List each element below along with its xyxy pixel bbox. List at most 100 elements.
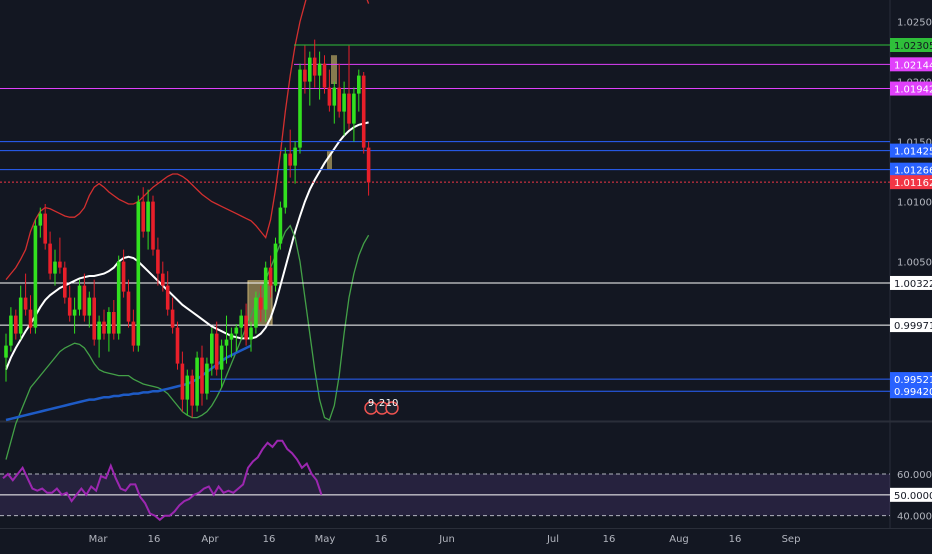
event-marker-label: 10 — [386, 398, 399, 409]
candle-body — [214, 333, 219, 370]
time-axis-tick-label: Jul — [546, 534, 559, 545]
candle-body — [195, 357, 199, 406]
time-axis-tick-label: Jun — [438, 534, 455, 545]
candle-body — [58, 261, 62, 268]
candle-body — [234, 327, 239, 334]
candle-body — [87, 297, 92, 316]
candle-body — [63, 267, 67, 298]
candle-body — [210, 333, 214, 364]
candle-body — [342, 93, 346, 112]
candle-body — [200, 357, 204, 394]
rsi-axis-tick-label: 40.0000 — [897, 512, 932, 523]
price-level-label-bg — [890, 38, 932, 52]
candle-body — [219, 345, 224, 370]
time-axis-tick-label: 16 — [148, 534, 161, 545]
price-level-label: 0.99971 — [894, 321, 932, 332]
candle-body — [82, 285, 87, 316]
candle-body — [102, 321, 106, 334]
candle-body — [126, 291, 131, 322]
candle-body — [244, 315, 248, 340]
event-marker-label: 9 — [368, 398, 374, 409]
price-level-label-bg — [890, 57, 932, 72]
candle-body — [273, 243, 278, 286]
candle-body — [170, 309, 175, 328]
price-level-label: 1.01942 — [894, 85, 932, 96]
candle-body — [43, 213, 47, 244]
candle-body — [327, 87, 332, 106]
candle-body — [190, 375, 194, 406]
price-level-label-bg — [890, 372, 932, 387]
candle-body — [72, 309, 77, 316]
time-axis-tick-label: 16 — [603, 534, 616, 545]
candle-body — [278, 207, 283, 244]
candle-body — [205, 363, 209, 394]
event-marker-icon — [385, 401, 399, 415]
candle-body — [121, 261, 126, 292]
candle-body — [38, 213, 43, 226]
candle-body — [151, 201, 155, 250]
price-axis-tick-label: 1.02500 — [897, 18, 932, 29]
price-level-label: 0.99521 — [894, 375, 932, 386]
candle-body — [28, 309, 33, 328]
candle-body — [9, 315, 13, 346]
candle-body — [317, 63, 322, 76]
candle-body — [352, 93, 356, 124]
candle-body — [180, 363, 185, 400]
candle-body — [161, 273, 165, 286]
candle-body — [146, 201, 150, 232]
candle-body — [136, 201, 141, 346]
candle-body — [18, 297, 23, 334]
candle-body — [224, 339, 229, 346]
price-level-label-bg — [890, 384, 932, 399]
price-axis-tick-label: 1.01000 — [897, 198, 932, 209]
candle-body — [116, 261, 121, 334]
time-axis-tick-label: Apr — [201, 534, 219, 545]
rsi-value-label-bg — [890, 487, 932, 502]
candle-body — [361, 75, 366, 148]
candle-body — [4, 345, 8, 358]
price-level-label-bg — [890, 81, 932, 96]
price-level-label-bg — [890, 318, 932, 333]
price-axis-tick-label: 1.01500 — [897, 138, 932, 149]
candle-body — [357, 75, 361, 94]
candle-body — [337, 87, 341, 112]
price-axis-tick-label: 1.00500 — [897, 258, 932, 269]
highlight-box — [331, 55, 337, 84]
time-axis-tick-label: Aug — [669, 534, 689, 545]
candle-body — [77, 285, 82, 310]
rsi-axis-tick-label: 60.0000 — [897, 470, 932, 481]
price-level-label: 1.01162 — [894, 178, 932, 189]
candle-body — [263, 267, 268, 310]
candle-body — [288, 153, 292, 166]
candle-body — [48, 243, 52, 274]
candle-body — [67, 297, 72, 316]
price-level-label: 0.99420 — [894, 387, 932, 398]
candle-body — [312, 57, 317, 76]
candle-body — [112, 312, 116, 334]
candle-body — [254, 297, 258, 328]
price-level-label: 1.01266 — [894, 166, 932, 177]
price-level-label: 1.00322 — [894, 279, 932, 290]
candle-body — [298, 69, 302, 148]
price-level-label-bg — [890, 175, 932, 190]
candle-body — [347, 93, 351, 124]
price-level-label-bg — [890, 162, 932, 177]
rsi-value-label: 50.0000 — [894, 491, 932, 502]
price-level-label: 1.02305 — [894, 41, 932, 52]
candle-body — [131, 321, 136, 346]
candle-body — [165, 285, 170, 310]
candle-body — [97, 321, 101, 340]
candle-body — [249, 327, 253, 340]
time-axis-tick-label: 16 — [729, 534, 742, 545]
moving-average-line — [5, 0, 370, 281]
candle-body — [33, 225, 38, 328]
candle-body — [185, 375, 190, 400]
candle-body — [53, 261, 57, 274]
candle-body — [366, 147, 371, 183]
candle-body — [107, 312, 111, 334]
price-level-label-bg — [890, 275, 932, 290]
time-axis-tick-label: 16 — [375, 534, 388, 545]
